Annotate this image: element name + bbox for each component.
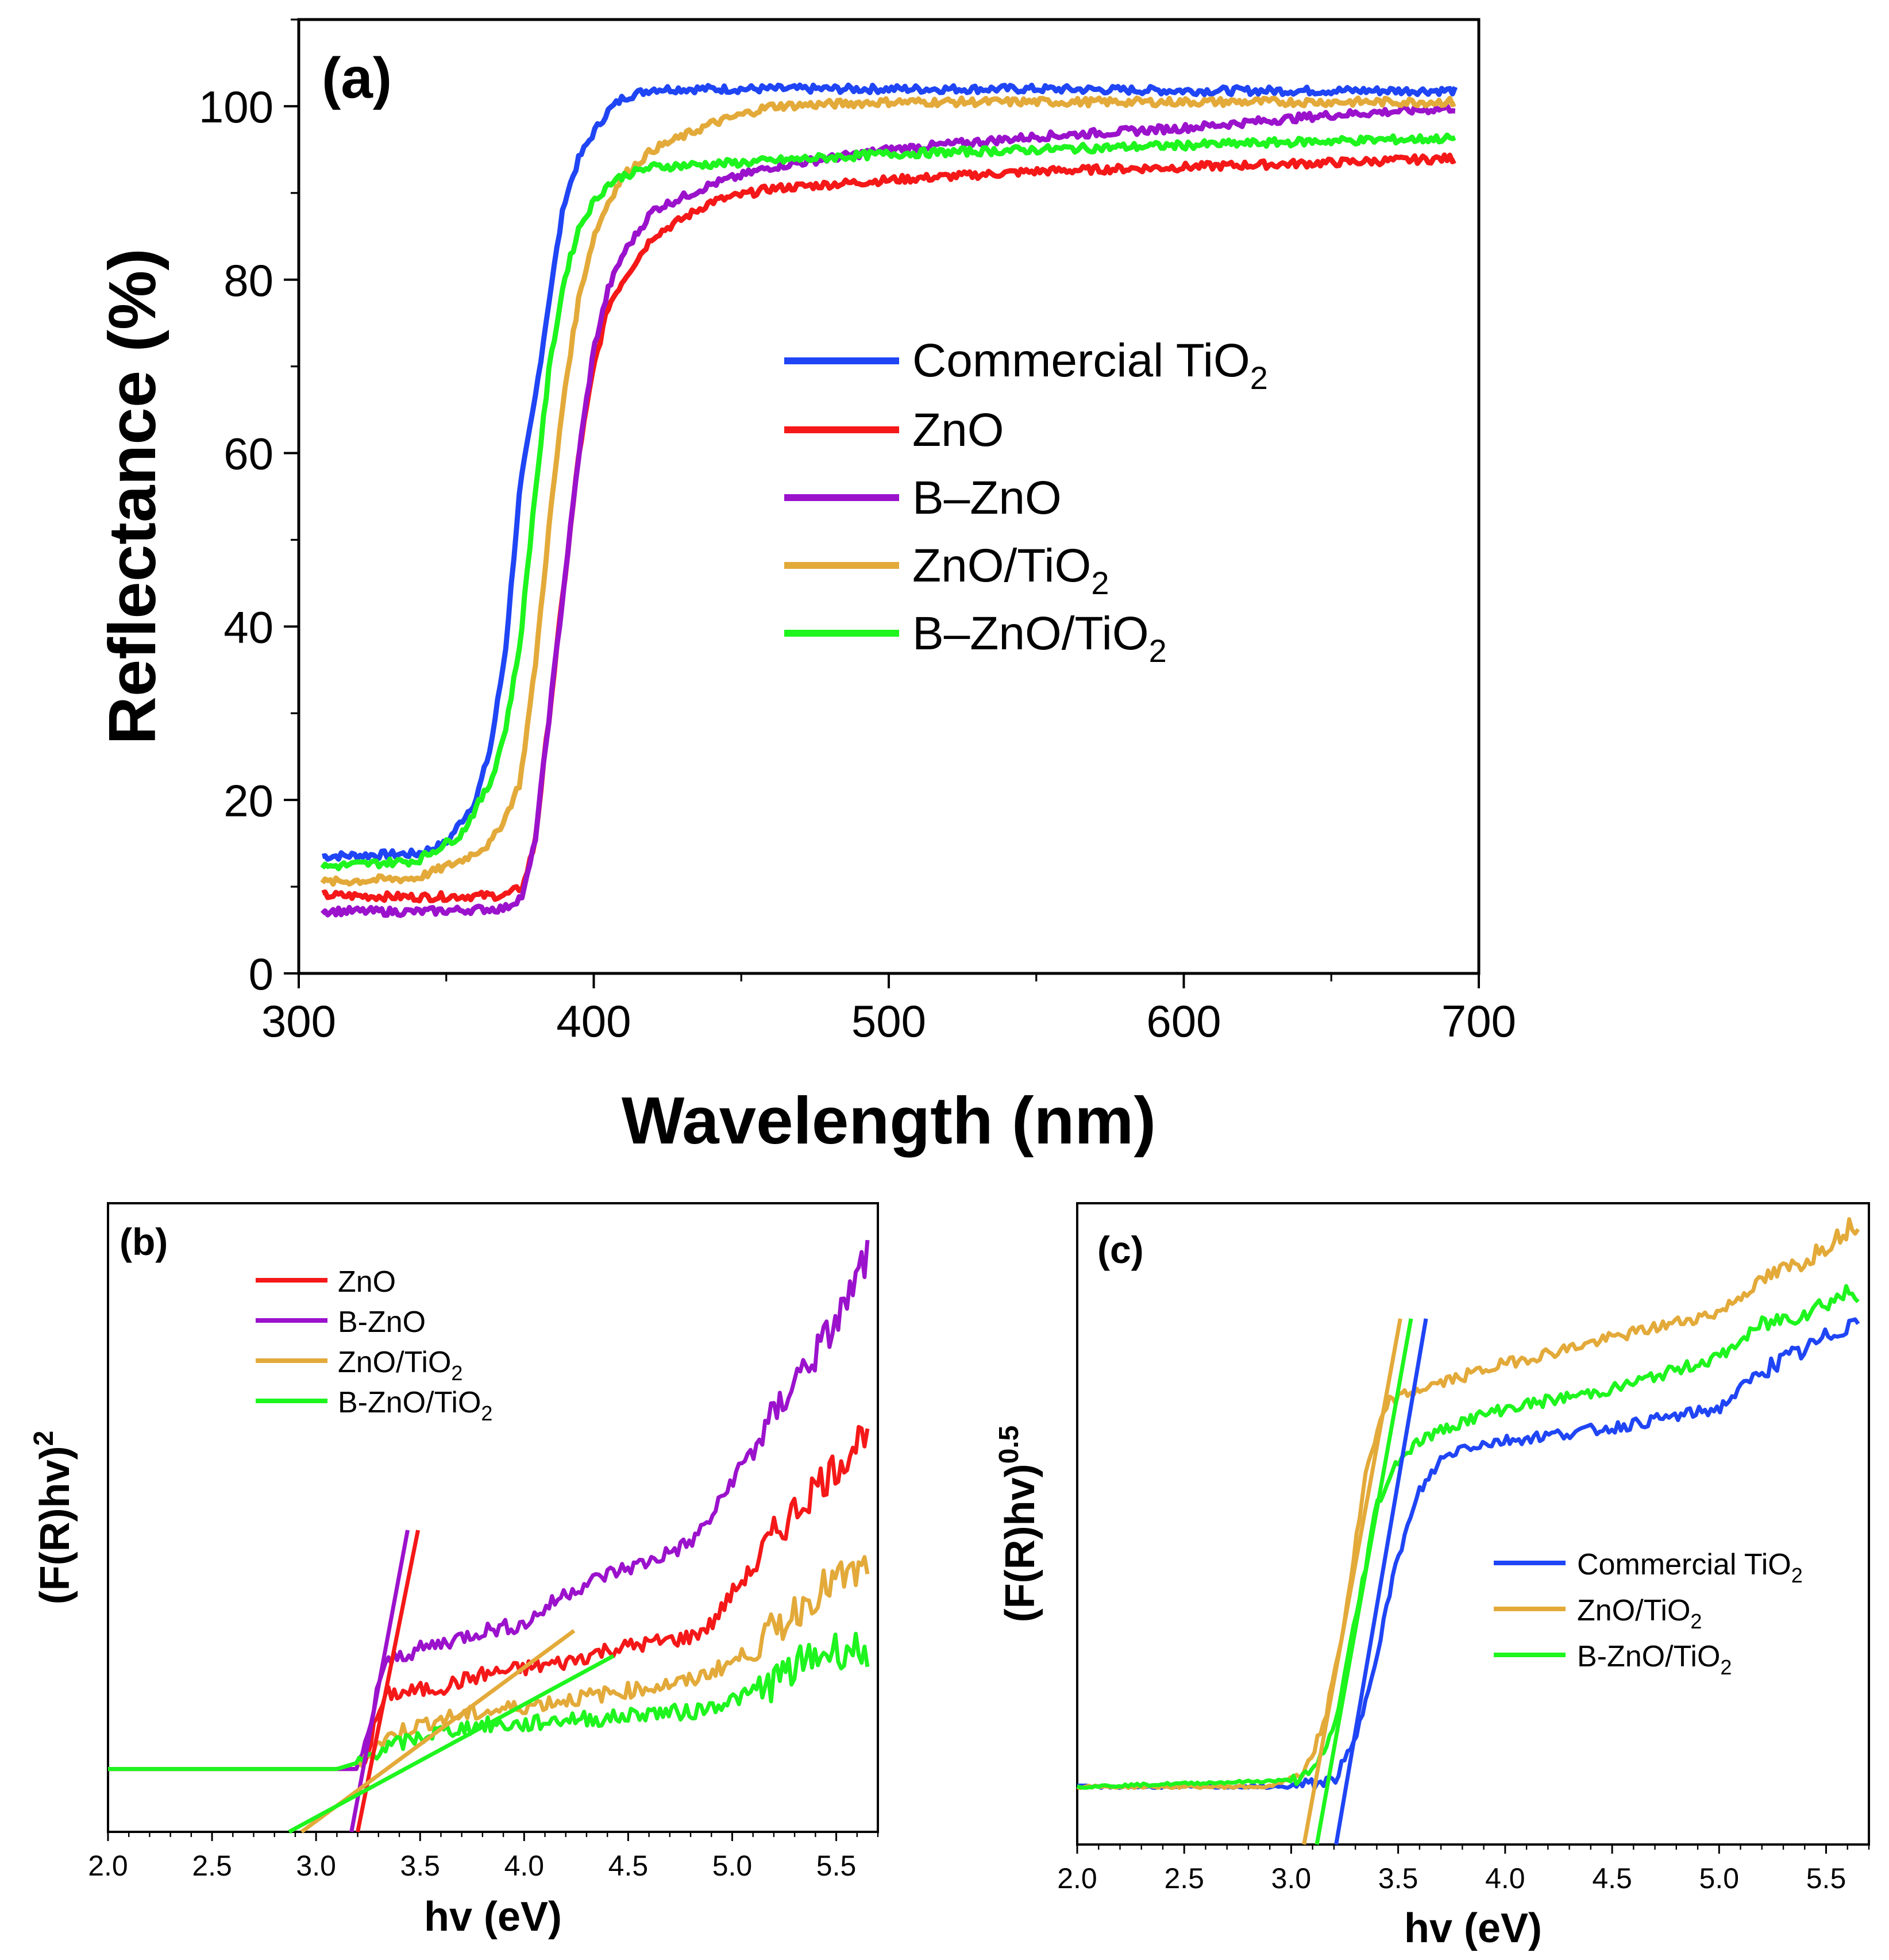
panel-b-x-tick-label-4-5: 4.5: [608, 1850, 649, 1882]
legend-b-label-zno: ZnO: [338, 1265, 396, 1299]
panel-b-x-tick-label-5-0: 5.0: [712, 1850, 753, 1882]
panel-c-x-tick-label-4-5: 4.5: [1592, 1862, 1632, 1894]
panel-a-x-tick-label-300: 300: [261, 996, 336, 1046]
panel-b-x-tick-label-4-0: 4.0: [504, 1850, 545, 1882]
panel-a-y-tick-label-0: 0: [249, 949, 273, 999]
panel-a-y-tick-label-20: 20: [223, 775, 273, 826]
legend-a-label-commercial-tio2: Commercial TiO2: [912, 334, 1268, 396]
panel-c-fit-line-commercial-tio2: [1334, 1318, 1428, 1845]
panel-a-x-tick-label-600: 600: [1146, 996, 1221, 1046]
panel-c-label: (c): [1097, 1229, 1144, 1271]
panel-b-x-tick-label-2-5: 2.5: [192, 1850, 232, 1882]
panel-c-series-zno-tio2: [1077, 1217, 1860, 1790]
legend-a-label-b-zno-tio2: B–ZnO/TiO2: [912, 607, 1167, 669]
panel-a-series-commercial-tio2: [322, 82, 1458, 862]
panel-b: (b) 2.0 2.5 3.0 3.5 4.0 4.5 5.0 5.5 hv (eV) (F(…: [29, 1202, 879, 1940]
panel-b-fit-line-b-zno: [349, 1530, 410, 1832]
panel-c-x-tick-label-2-0: 2.0: [1057, 1862, 1097, 1894]
legend-b-label-b-zno-tio2: B-ZnO/TiO2: [338, 1386, 492, 1425]
panel-b-fit-line-zno: [356, 1530, 421, 1832]
panel-c-series-b-zno-tio2: [1076, 1284, 1860, 1790]
panel-a: (a) 300 400 500 600 700 0 20 40 60 80 100 Waveleng…: [95, 18, 1516, 1158]
panel-a-series-b-zno-tio2: [320, 132, 1456, 872]
panel-a-x-tick-label-700: 700: [1441, 996, 1516, 1046]
panel-b-x-tick-label-2-0: 2.0: [88, 1850, 128, 1882]
legend-b-label-b-zno: B-ZnO: [338, 1306, 426, 1339]
legend-a-label-zno-tio2: ZnO/TiO2: [912, 540, 1109, 601]
panel-a-y-tick-label-60: 60: [223, 429, 273, 479]
panel-c-x-tick-label-2-5: 2.5: [1164, 1862, 1204, 1894]
panel-b-fit-line-b-zno-tio2: [288, 1654, 615, 1834]
panel-a-x-axis-title: Wavelength (nm): [622, 1083, 1156, 1158]
panel-c-legend: Commercial TiO2 ZnO/TiO2 B-ZnO/TiO2: [1494, 1548, 1803, 1679]
panel-c-fit-line-b-zno-tio2: [1314, 1318, 1413, 1845]
panel-c-y-axis-title: (F(R)hv)0.5: [994, 1426, 1043, 1623]
panel-c-x-tick-label-4-0: 4.0: [1485, 1862, 1525, 1894]
legend-c-label-commercial-tio2: Commercial TiO2: [1577, 1548, 1803, 1587]
panel-a-series-zno-tio2: [320, 95, 1456, 887]
panel-b-frame: [107, 1202, 879, 1833]
legend-a-label-zno: ZnO: [912, 404, 1004, 456]
panel-b-series-b-zno-tio2: [108, 1631, 870, 1772]
legend-c-label-zno-tio2: ZnO/TiO2: [1577, 1594, 1702, 1633]
legend-a-label-b-zno: B–ZnO: [912, 472, 1062, 524]
legend-b-label-zno-tio2: ZnO/TiO2: [338, 1346, 462, 1385]
panel-b-legend: ZnO B-ZnO ZnO/TiO2 B-ZnO/TiO2: [256, 1265, 492, 1425]
panel-a-label: (a): [322, 46, 392, 110]
panel-c: (c) 2.0 2.5 3.0 3.5 4.0 4.5 5.0 5.5 hv (eV) (F(…: [994, 1202, 1870, 1951]
panel-a-series-b-zno: [320, 103, 1456, 918]
legend-c-label-b-zno-tio2: B-ZnO/TiO2: [1577, 1640, 1732, 1679]
panel-b-x-tick-label-5-5: 5.5: [816, 1850, 857, 1882]
panel-a-y-tick-label-100: 100: [199, 82, 273, 132]
panel-c-x-tick-label-3-0: 3.0: [1271, 1862, 1312, 1894]
panel-b-x-tick-label-3-5: 3.5: [400, 1850, 440, 1882]
panel-b-series-zno-tio2: [108, 1555, 870, 1772]
panel-a-x-tick-label-500: 500: [851, 996, 926, 1046]
panel-a-series-zno: [321, 152, 1456, 904]
panel-b-label: (b): [119, 1220, 168, 1263]
panel-c-x-tick-label-3-5: 3.5: [1378, 1862, 1418, 1894]
panel-a-x-tick-label-400: 400: [556, 996, 631, 1046]
panel-c-frame: [1076, 1202, 1870, 1846]
panel-c-x-tick-label-5-5: 5.5: [1806, 1862, 1846, 1894]
panel-a-y-tick-label-40: 40: [223, 602, 273, 652]
panel-c-fit-line-zno-tio2: [1302, 1318, 1402, 1845]
panel-a-y-tick-label-80: 80: [223, 255, 273, 306]
panel-a-legend: Commercial TiO2 ZnO B–ZnO ZnO/TiO2 B–ZnO…: [784, 334, 1268, 669]
panel-a-y-axis-title: Reflectance (%): [95, 248, 169, 745]
panel-c-x-axis-title: hv (eV): [1404, 1905, 1542, 1951]
panel-c-x-tick-label-5-0: 5.0: [1699, 1862, 1740, 1894]
panel-b-x-tick-label-3-0: 3.0: [296, 1850, 336, 1882]
panel-b-x-axis-title: hv (eV): [424, 1894, 562, 1940]
panel-b-y-axis-title: (F(R)hv)2: [29, 1431, 78, 1605]
